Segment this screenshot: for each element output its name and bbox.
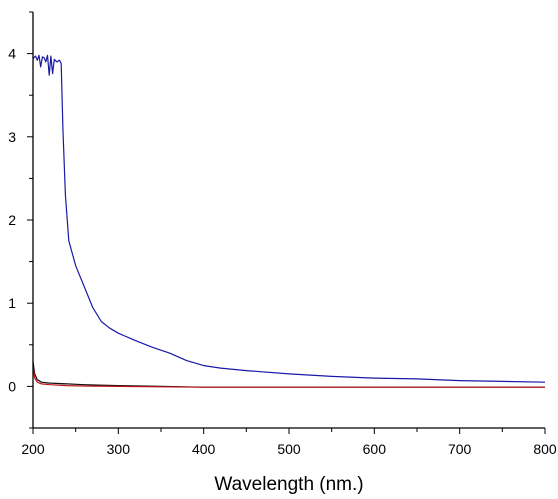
series-line-3 <box>32 365 545 388</box>
x-tick-label: 800 <box>533 441 557 457</box>
x-tick-label: 400 <box>192 441 216 457</box>
y-tick-label: 3 <box>8 129 16 145</box>
y-tick-label: 1 <box>8 295 16 311</box>
x-tick-label: 600 <box>363 441 387 457</box>
x-tick-label: 300 <box>107 441 131 457</box>
series-line-1 <box>32 54 546 383</box>
x-axis-title: Wavelength (nm.) <box>214 474 363 495</box>
axes-group <box>27 11 546 434</box>
x-tick-label: 200 <box>21 441 45 457</box>
x-tick-label: 500 <box>277 441 301 457</box>
series-group <box>32 54 546 388</box>
tick-labels-group: 0 1 2 3 4 200 300 400 500 600 700 800 <box>8 46 557 457</box>
x-tick-label: 700 <box>448 441 472 457</box>
y-tick-label: 4 <box>8 46 16 62</box>
y-tick-label: 2 <box>8 212 16 228</box>
y-tick-label: 0 <box>8 378 16 394</box>
